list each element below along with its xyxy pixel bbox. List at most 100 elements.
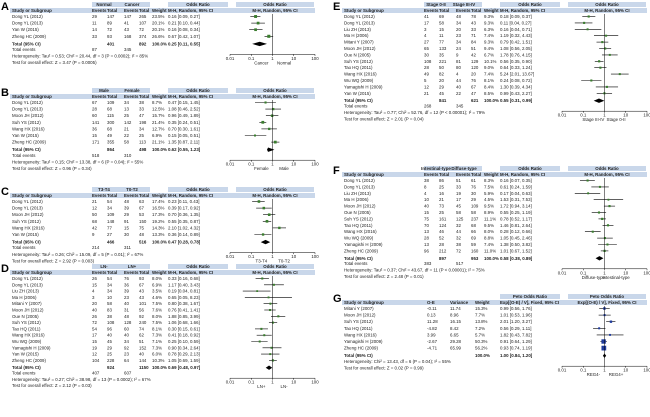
or-ci-text: 2.01 [1.20, 3.27] (500, 319, 532, 324)
total-events-label: Total events (12, 245, 36, 250)
or-header-label: Odds Ratio (186, 264, 210, 269)
total-2: 51 (139, 339, 144, 344)
weight: 7.5% (152, 320, 162, 325)
or-ci-text: 0.99 [0.43, 2.27] (500, 91, 532, 96)
events-2: 34 (124, 100, 129, 105)
x-tick-label: 0.1 (248, 162, 255, 167)
or-ci-text: 0.99 [0.56, 1.76] (500, 306, 532, 311)
total-1: 69 (439, 14, 444, 19)
panel-f: F Intestinal-type Diffuse-type Odds Ratio Od… (333, 165, 650, 280)
total-2: 56 (139, 308, 144, 313)
events-2: 48 (124, 314, 129, 319)
events-2: 81 (456, 59, 461, 64)
table-row: Yamagishi H (2009) 19 29 92 152 7.3% 0.90 [0.3… (12, 345, 282, 350)
or-plot-header-bar (568, 166, 646, 171)
total-1: 34 (107, 206, 112, 211)
study-name: Ma H (2006) (344, 197, 369, 202)
study-name: Yan W (2015) (12, 352, 39, 357)
or-point-marker (268, 127, 271, 131)
study-name: Wu WQ (2009) (344, 78, 374, 83)
table-row: Dong YL (2013) 11 89 41 107 20.1% 0.21 [0.10, … (12, 21, 265, 26)
table-row: Suh YS (2012) 72 108 128 240 7.5% 1.06 [0.68, … (12, 320, 278, 325)
or-ci-text: 0.39 [0.17, 0.92] (168, 206, 200, 211)
or-plot-header-label: Peto Odds Ratio (590, 294, 624, 299)
column-header-bar (10, 193, 315, 198)
axis-right-label: LN- (281, 384, 289, 389)
events-1: 12 (92, 352, 97, 357)
study-name: Mitani Y (2007) (344, 40, 374, 45)
or-header-label: Peto Odds Ratio (513, 294, 547, 299)
total-row: Total (95% CI) 841 621 100.0% 0.55 [0.31, 0.… (344, 98, 605, 103)
or-ci-text: 1.19 [0.32, 4.43] (500, 33, 532, 38)
x-tick-label: 10 (291, 56, 296, 61)
or-ci-text: 0.78 [0.29, 2.13] (168, 352, 200, 357)
or-ci-text: 2.10 [1.02, 4.32] (168, 225, 200, 230)
panel-label: G (333, 293, 342, 305)
x-tick-label: 0.01 (226, 380, 235, 385)
col-total-2-header: Total (471, 172, 481, 177)
col-total-2-header: Total (139, 193, 149, 198)
axis-left-label: T3-T4 (256, 259, 268, 264)
events-1: 70 (424, 223, 429, 228)
col-study-header: Study or Subgroup (344, 8, 384, 13)
total-2: 160 (471, 248, 479, 253)
study-name: Ma H (2006) (12, 295, 37, 300)
or-ci-text: 1.01 [0.67, 1.52] (500, 248, 532, 253)
events-2: 125 (456, 216, 464, 221)
total-2: 29 (471, 197, 476, 202)
panel-label: E (333, 1, 340, 13)
group-label-2: Diffuse-type (451, 166, 477, 171)
or-point-marker (254, 15, 258, 18)
total-1: 401 (107, 41, 115, 46)
or-ci-text: 0.67 [0.42, 1.07] (168, 34, 200, 39)
total-2: 58 (471, 210, 476, 215)
or-ci-text: 0.64 [0.33, 1.24] (500, 65, 532, 70)
table-row: Wang HX (2016) 42 77 15 75 14.3% 2.10 [1.02, 4… (12, 225, 287, 230)
overall-effect-text: Test for overall effect: Z = 2.92 (P = 0… (12, 258, 95, 263)
total-2: 144 (139, 358, 147, 363)
or-ci-text: 0.90 [0.34, 2.64] (168, 345, 200, 350)
table-row: Tao HQ (2011) 28 50 80 120 9.0% 0.64 [0.33, 1.… (344, 65, 607, 70)
events-1: 75 (424, 216, 429, 221)
or-ci-text: 1.01 [0.53, 1.96] (500, 313, 532, 318)
weight: 7.3% (152, 333, 162, 338)
total-weight: 100.0% (484, 256, 499, 261)
or-point-marker (598, 60, 601, 63)
col-weight-header: Weight (484, 8, 499, 13)
weight: 6.9% (152, 282, 162, 287)
total-1: 54 (107, 199, 112, 204)
table-row: Dong YL (2013) 17 58 34 43 9.3% 0.11 [0.04, 0.… (344, 20, 593, 25)
weight: 5.9% (484, 191, 494, 196)
variance: 8.42 (450, 326, 459, 331)
total-2: 53 (139, 212, 144, 217)
table-row: Wang HX (2016) 49 82 4 20 7.4% 5.24 [2.01, 13.… (344, 72, 629, 77)
total-2: 51 (471, 46, 476, 51)
group-header-bar (92, 2, 150, 7)
total-1: 68 (107, 126, 112, 131)
or-ci-text: 0.76 [0.41, 1.41] (168, 308, 200, 313)
panel-label: B (1, 87, 9, 99)
total-2: 62 (139, 333, 144, 338)
column-header-bar (342, 172, 647, 177)
panel-label: D (1, 263, 9, 275)
total-1: 25 (439, 184, 444, 189)
table-row: Dong YL (2013) 15 34 36 67 6.9% 1.17 [0.40, 3.… (12, 282, 284, 287)
or-ci-text: 1.78 [0.76, 4.15] (500, 52, 532, 57)
events-2: 13 (124, 107, 129, 112)
total-2: 43 (139, 289, 144, 294)
group-label-1: LN- (100, 264, 108, 269)
table-row: Moon JH (2012) 40 73 45 109 9.5% 1.72 [0.94, 3… (344, 204, 616, 209)
total-label: Total (95% CI) (344, 98, 373, 103)
events-2: 43 (124, 27, 129, 32)
or-ci-text: 1.30 [0.39, 4.34] (500, 84, 532, 89)
total-2: 72 (139, 27, 144, 32)
events-1: 28 (424, 236, 429, 241)
weight: 21.1% (152, 140, 165, 145)
events-1: 21 (424, 91, 429, 96)
study-name: Oue N (2005) (344, 210, 371, 215)
pooled-estimate-diamond (260, 239, 271, 245)
weight: 12.7% (152, 126, 165, 131)
total-events-label: Total events (12, 47, 36, 52)
or-point-marker (267, 296, 270, 299)
or-point-marker (268, 308, 271, 312)
